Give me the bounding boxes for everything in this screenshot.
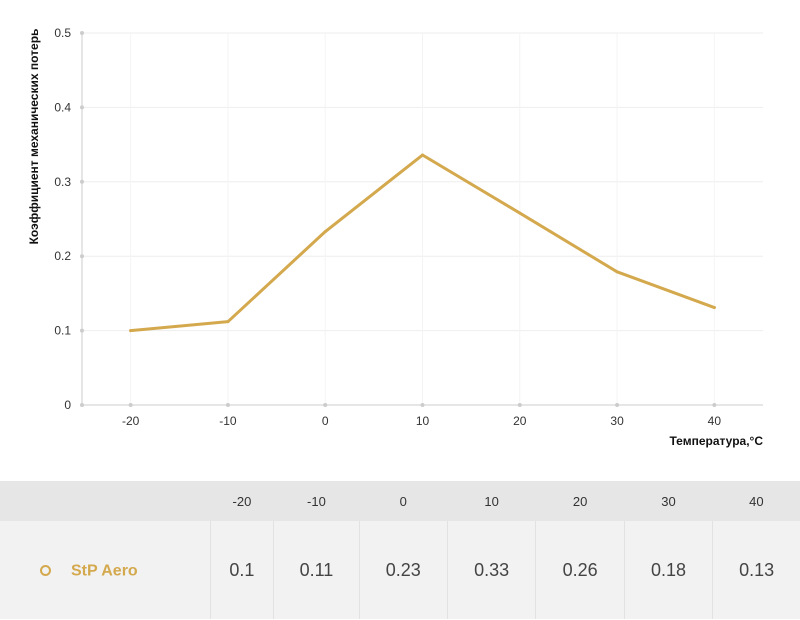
series-name: StP Aero	[71, 561, 138, 579]
table-header-cell: 30	[624, 481, 713, 521]
table-header-cell: -20	[210, 481, 274, 521]
table-header-cell: 20	[535, 481, 625, 521]
y-tick-label: 0.3	[54, 175, 71, 189]
table-cell: 0.23	[358, 521, 448, 619]
table-header-row: -20 -10 0 10 20 30 40	[0, 481, 800, 521]
data-point	[712, 306, 716, 310]
series-marker-icon	[40, 565, 51, 577]
x-tick-label: 40	[708, 414, 722, 428]
x-axis-title: Температура,°С	[669, 434, 763, 448]
y-tick-label: 0.1	[54, 324, 71, 338]
table-cell: 0.26	[535, 521, 625, 619]
x-tick-label: 30	[610, 414, 624, 428]
series-cell[interactable]: StP Aero	[0, 521, 210, 619]
data-table: -20 -10 0 10 20 30 40 StP Aero 0.1 0.11 …	[0, 481, 800, 619]
data-point	[421, 153, 424, 157]
y-tick-label: 0.4	[54, 100, 71, 114]
data-point	[323, 230, 327, 234]
chart-container: 0 0.1 0.2 0.3 0.4 0.5 -20 -10 0 10 20 30 40 Температу…	[27, 26, 763, 448]
table-header-cell: 40	[712, 481, 800, 521]
y-tick-label: 0	[64, 398, 71, 412]
line-chart: 0 0.1 0.2 0.3 0.4 0.5 -20 -10 0 10 20 30 40 Температу…	[27, 26, 763, 448]
table-header-cell: 10	[447, 481, 536, 521]
table-header-cell: -10	[273, 481, 359, 521]
data-point	[129, 329, 133, 333]
table-header-empty	[0, 481, 210, 521]
table-cell: 0.18	[623, 521, 713, 619]
x-tick-label: 20	[513, 414, 527, 428]
x-tick-label: -10	[219, 414, 237, 428]
table-row: StP Aero 0.1 0.11 0.23 0.33 0.26 0.18 0.…	[0, 521, 800, 619]
x-tick-label: 0	[322, 414, 329, 428]
table-cell: 0.13	[712, 521, 800, 619]
table-cell: 0.33	[446, 521, 536, 619]
y-tick-label: 0.5	[54, 26, 71, 40]
table-cell: 0.1	[209, 521, 274, 619]
table-cell: 0.11	[273, 521, 359, 619]
x-tick-label: -20	[122, 414, 140, 428]
data-point	[226, 320, 230, 324]
table-header-cell: 0	[359, 481, 448, 521]
y-axis-title: Коэффициент механических потерь	[27, 29, 41, 245]
data-point	[615, 270, 619, 274]
data-point	[518, 211, 522, 215]
y-tick-label: 0.2	[54, 249, 71, 263]
x-tick-label: 10	[416, 414, 430, 428]
